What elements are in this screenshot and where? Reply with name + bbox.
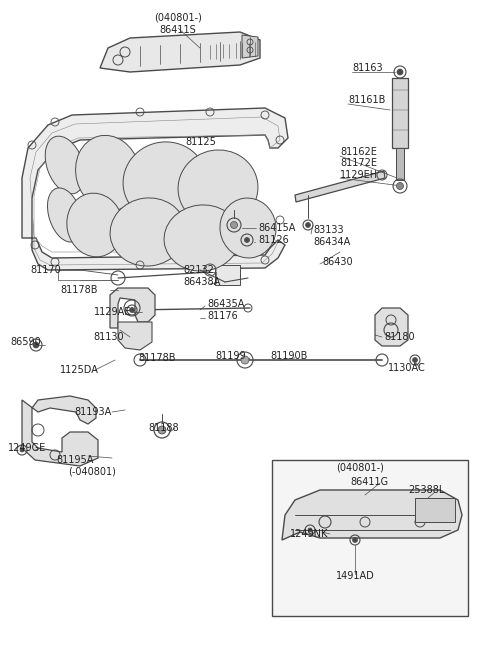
- Circle shape: [230, 221, 238, 229]
- Circle shape: [130, 307, 134, 312]
- Text: 1491AD: 1491AD: [336, 571, 375, 581]
- Text: 1249GE: 1249GE: [8, 443, 46, 453]
- Text: 81126: 81126: [258, 235, 289, 245]
- Polygon shape: [282, 490, 462, 540]
- Polygon shape: [100, 32, 260, 72]
- Ellipse shape: [48, 188, 83, 242]
- Text: 81163: 81163: [352, 63, 383, 73]
- Circle shape: [305, 223, 311, 227]
- Text: (-040801): (-040801): [68, 467, 116, 477]
- Circle shape: [158, 426, 166, 434]
- Circle shape: [308, 528, 312, 532]
- Text: 86415A: 86415A: [258, 223, 295, 233]
- Circle shape: [397, 69, 403, 75]
- Text: 1129EH: 1129EH: [340, 170, 378, 180]
- Ellipse shape: [110, 198, 186, 266]
- Ellipse shape: [67, 193, 123, 257]
- Text: 81188: 81188: [148, 423, 179, 433]
- Ellipse shape: [178, 150, 258, 226]
- Ellipse shape: [164, 205, 240, 271]
- Text: 81170: 81170: [30, 265, 61, 275]
- Text: 83133: 83133: [313, 225, 344, 235]
- Ellipse shape: [220, 198, 276, 258]
- Text: 1125DA: 1125DA: [60, 365, 99, 375]
- Polygon shape: [375, 308, 408, 346]
- Text: 81178B: 81178B: [60, 285, 97, 295]
- Text: 81178B: 81178B: [138, 353, 176, 363]
- Polygon shape: [118, 322, 152, 350]
- Text: 86435A: 86435A: [207, 299, 244, 309]
- Text: 86411S: 86411S: [160, 25, 196, 35]
- Text: 86438A: 86438A: [183, 277, 220, 287]
- Circle shape: [241, 356, 249, 364]
- Polygon shape: [396, 148, 404, 180]
- Text: 81130: 81130: [93, 332, 124, 342]
- Text: 81180: 81180: [384, 332, 415, 342]
- Text: 1129AE: 1129AE: [94, 307, 132, 317]
- Text: 86590: 86590: [10, 337, 41, 347]
- Ellipse shape: [45, 136, 85, 194]
- Text: 86430: 86430: [322, 257, 353, 267]
- Polygon shape: [22, 396, 98, 466]
- Circle shape: [396, 183, 404, 189]
- Text: 86411G: 86411G: [350, 477, 388, 487]
- Text: 81161B: 81161B: [348, 95, 385, 105]
- Circle shape: [20, 448, 24, 452]
- Text: 81199: 81199: [215, 351, 246, 361]
- Circle shape: [33, 342, 39, 348]
- Polygon shape: [242, 35, 258, 58]
- Polygon shape: [295, 171, 385, 202]
- Text: 81172E: 81172E: [340, 158, 377, 168]
- Text: 81162E: 81162E: [340, 147, 377, 157]
- Text: 81176: 81176: [207, 311, 238, 321]
- Text: 81190B: 81190B: [270, 351, 307, 361]
- FancyBboxPatch shape: [415, 498, 455, 522]
- Polygon shape: [22, 108, 288, 270]
- Polygon shape: [110, 288, 155, 328]
- Circle shape: [352, 538, 358, 542]
- FancyBboxPatch shape: [215, 265, 240, 285]
- Text: (040801-): (040801-): [154, 13, 202, 23]
- Ellipse shape: [123, 142, 207, 222]
- Text: 81195A: 81195A: [56, 455, 94, 465]
- Text: 1130AC: 1130AC: [388, 363, 426, 373]
- Text: 1249NK: 1249NK: [290, 529, 328, 539]
- Circle shape: [244, 238, 250, 242]
- Text: 81193A: 81193A: [74, 407, 111, 417]
- Text: 81125: 81125: [185, 137, 216, 147]
- Text: 82132: 82132: [183, 265, 214, 275]
- Text: (040801-): (040801-): [336, 463, 384, 473]
- Circle shape: [412, 358, 418, 362]
- FancyBboxPatch shape: [272, 460, 468, 616]
- Ellipse shape: [75, 136, 141, 211]
- Polygon shape: [392, 78, 408, 148]
- Text: 86434A: 86434A: [313, 237, 350, 247]
- Text: 25388L: 25388L: [408, 485, 444, 495]
